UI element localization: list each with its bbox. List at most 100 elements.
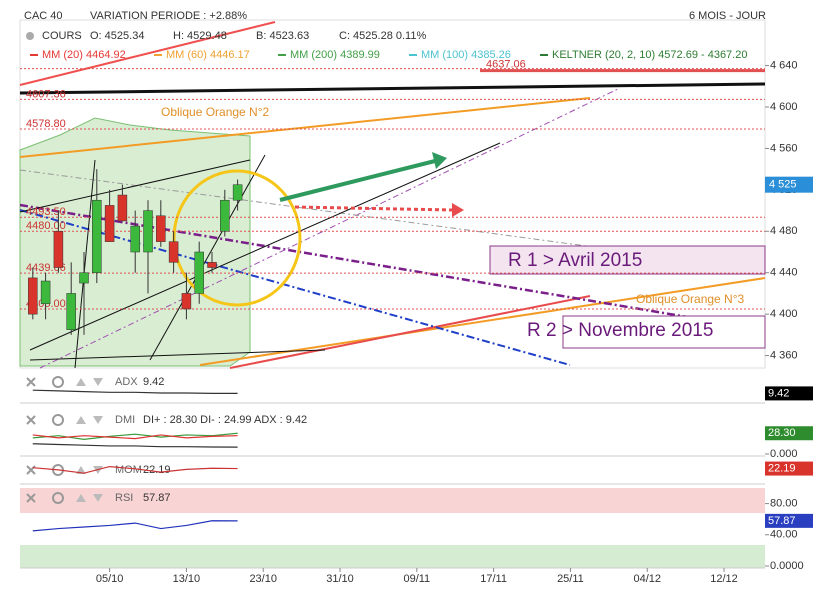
annotation: Oblique Orange N°3 [636,292,745,306]
annotation-box [562,315,766,349]
trend-line [19,21,276,86]
last-value-label: 9.42 [768,387,789,399]
y-tick-label: 4 440 [770,267,798,279]
quote: COURS [42,30,82,42]
icon-settings [52,414,64,426]
indicator-title: MOM [115,464,142,476]
trend-line [29,142,501,351]
icon-down [93,416,103,424]
annotation-box [489,245,766,275]
annotation: Oblique Orange N°2 [161,105,270,119]
candle-body [181,293,192,310]
arrow [294,205,453,212]
trend-line [19,82,766,95]
price-level-label: 4578.80 [26,118,66,130]
panel-separators [20,402,765,569]
candle-body [104,205,115,242]
last-value-label: 57.87 [768,515,796,527]
quote: H: 4529.48 [173,30,227,42]
annotation: R 1 > Avril 2015 [508,250,642,271]
icon-up [76,378,86,386]
candle-body [220,199,230,232]
y-tick-label: 4 560 [770,142,798,154]
y-tick-label: 0.000 [770,448,798,460]
icon-settings [52,376,64,388]
trend-line [19,97,591,158]
x-tick-label: 17/11 [480,573,507,585]
price-level-label: 4607.36 [26,88,66,100]
candle-body [28,277,38,315]
indicator-line [32,389,238,395]
x-tick-label: 12/12 [710,573,738,585]
price-level-label: 4493.50 [26,206,66,218]
trend-line [19,209,571,366]
candle-body [79,272,89,284]
quote: O: 4525.34 [90,30,144,42]
trend-line [149,154,266,361]
candle-body [194,251,204,294]
candle-body [53,231,64,268]
candle-body [130,225,140,253]
trend-line [39,87,621,369]
candle-body [66,293,76,330]
overlay-legend: KELTNER (20, 2, 10) 4572.69 - 4367.20 [552,49,747,61]
price-level-label: 4480.00 [26,220,66,232]
candle-body [232,184,243,201]
candle-body [143,210,153,253]
candle-body [40,280,51,305]
trend-line [29,349,326,361]
icon-up [76,494,86,502]
indicator-legend: DI+ : 28.30 DI- : 24.99 ADX : 9.42 [143,414,307,426]
last-price-badge [765,176,813,193]
icon-up [76,416,86,424]
trend-line [19,159,251,213]
icon-close [26,415,36,425]
x-tick-label: 25/11 [557,573,584,585]
x-tick-label: 13/10 [173,573,201,585]
period: 6 MOIS - JOUR [689,10,766,22]
price-level-label: 4637.06 [486,59,526,71]
title: CAC 40 [24,10,63,22]
trend-line [199,277,766,366]
last-value-badge [765,461,813,476]
candle-body [92,199,102,273]
indicator-legend: 9.42 [143,376,164,388]
quote: B: 4523.63 [256,30,309,42]
drawings [19,21,766,369]
overlay-legend: MM (60) 4446.17 [166,49,250,61]
indicator-title: RSI [115,492,133,504]
overlay-legend: MM (20) 4464.92 [42,49,126,61]
rsi-oversold-zone [20,545,765,568]
overlay-legend: MM (200) 4389.99 [290,49,380,61]
icon-settings [52,492,64,504]
last-value-badge [765,386,813,401]
last-price-label: 4 525 [769,179,797,191]
icon [26,32,34,40]
indicator-line [32,520,238,532]
indicator-title: ADX [115,376,138,388]
y-tick-label: 4 600 [770,101,798,113]
indicator-line [32,443,238,448]
x-tick-label: 05/10 [96,573,124,585]
quote: C: 4525.28 0.11% [339,30,426,42]
y-tick-label: 40.00 [770,529,798,541]
candle-body [117,194,128,222]
last-value-label: 22.19 [768,462,796,474]
candle-body [207,262,217,268]
indicator-legend: 22.19 [143,464,171,476]
trend-line [229,295,591,369]
indicator-title: DMI [115,414,135,426]
indicator-line [32,434,238,440]
candle-body [168,241,179,263]
arrow-head [432,152,447,169]
subtitle: VARIATION PERIODE : +2.88% [90,10,247,22]
icon-down [93,494,103,502]
trend-line [74,159,96,369]
last-value-badge [765,513,813,528]
x-tick-label: 31/10 [326,573,354,585]
last-value-label: 28.30 [768,427,796,439]
y-tick-label: 80.00 [770,498,798,510]
y-tick-label: 4 400 [770,308,798,320]
